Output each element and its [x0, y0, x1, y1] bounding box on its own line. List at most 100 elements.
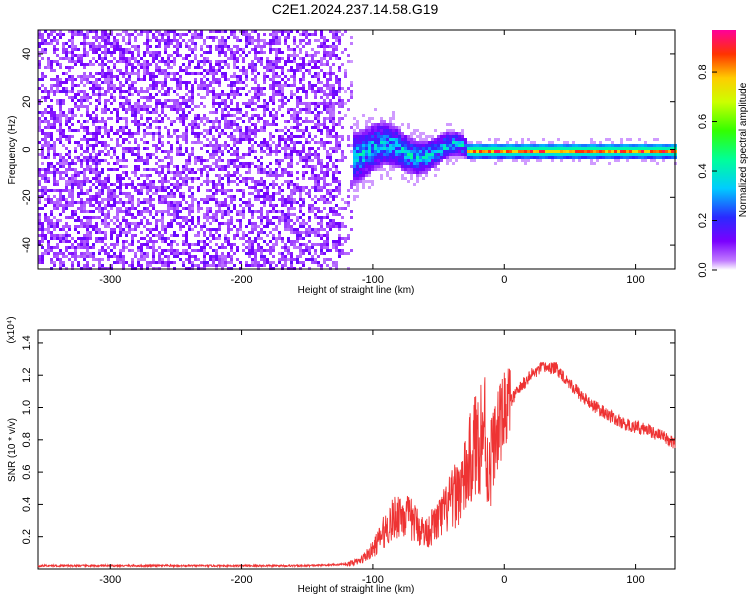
spectrogram-cell: [242, 72, 245, 75]
spectrogram-cell: [392, 159, 395, 162]
spectrogram-cell: [323, 75, 326, 78]
spectrogram-cell: [86, 63, 89, 66]
spectrogram-cell: [50, 261, 53, 264]
spectrogram-cell: [158, 165, 161, 168]
spectrogram-cell: [47, 180, 50, 183]
spectrogram-cell: [41, 237, 44, 240]
spectrogram-cell: [167, 63, 170, 66]
spectrogram-cell: [158, 72, 161, 75]
spectrogram-cell: [107, 144, 110, 147]
spectrogram-cell: [92, 111, 95, 114]
spectrogram-cell: [272, 141, 275, 144]
spectrogram-cell: [197, 207, 200, 210]
spectrogram-cell: [368, 126, 371, 129]
spectrogram-cell: [68, 111, 71, 114]
spectrogram-cell: [191, 153, 194, 156]
spectrogram-cell: [218, 255, 221, 258]
spectrogram-cell: [236, 138, 239, 141]
spectrogram-cell: [206, 36, 209, 39]
spectrogram-cell: [50, 60, 53, 63]
spectrogram-cell: [38, 213, 41, 216]
spectrogram-cell: [131, 261, 134, 264]
spectrogram-cell: [299, 39, 302, 42]
spectrogram-cell: [269, 33, 272, 36]
spectrogram-cell: [332, 54, 335, 57]
spectrogram-cell: [371, 183, 374, 186]
spectrogram-cell: [221, 204, 224, 207]
spectrogram-cell: [425, 138, 428, 141]
spectrogram-cell: [167, 225, 170, 228]
spectrogram-cell: [314, 252, 317, 255]
spectrogram-cell: [326, 81, 329, 84]
spectrogram-cell: [74, 246, 77, 249]
spectrogram-cell: [236, 246, 239, 249]
spectrogram-cell: [221, 192, 224, 195]
spectrogram-cell: [110, 60, 113, 63]
spectrogram-cell: [95, 78, 98, 81]
spectrogram-cell: [398, 132, 401, 135]
spectrogram-cell: [392, 165, 395, 168]
spectrogram-cell: [389, 135, 392, 138]
spectrogram-cell: [158, 99, 161, 102]
spectrogram-cell: [272, 183, 275, 186]
spectrogram-cell: [290, 126, 293, 129]
spectrogram-cell: [101, 33, 104, 36]
spectrogram-cell: [338, 252, 341, 255]
spectrogram-cell: [359, 144, 362, 147]
spectrogram-cell: [65, 174, 68, 177]
spectrogram-cell: [272, 261, 275, 264]
spectrogram-cell: [194, 225, 197, 228]
spectrogram-cell: [185, 180, 188, 183]
spectrogram-cell: [293, 81, 296, 84]
spectrogram-cell: [413, 141, 416, 144]
spectrogram-cell: [116, 48, 119, 51]
spectrogram-cell: [68, 183, 71, 186]
spectrogram-cell: [398, 138, 401, 141]
spectrogram-cell: [332, 246, 335, 249]
spectrogram-cell: [95, 36, 98, 39]
spectrogram-cell: [401, 153, 404, 156]
spectrogram-cell: [83, 126, 86, 129]
spectrogram-cell: [77, 129, 80, 132]
spectrogram-cell: [221, 36, 224, 39]
spectrogram-cell: [170, 72, 173, 75]
spectrogram-cell: [164, 60, 167, 63]
spectrogram-cell: [47, 36, 50, 39]
spectrogram-cell: [86, 222, 89, 225]
spectrogram-cell: [200, 84, 203, 87]
spectrogram-cell: [62, 240, 65, 243]
spectrogram-cell: [209, 198, 212, 201]
spectrogram-cell: [332, 30, 335, 33]
spectrogram-cell: [53, 150, 56, 153]
spectrogram-cell: [86, 168, 89, 171]
spectrogram-cell: [41, 90, 44, 93]
spectrogram-cell: [275, 84, 278, 87]
spectrogram-cell: [398, 144, 401, 147]
spectrogram-cell: [308, 72, 311, 75]
spectrogram-cell: [260, 228, 263, 231]
spectrogram-cell: [182, 180, 185, 183]
spectrogram-cell: [74, 228, 77, 231]
spectrogram-cell: [86, 228, 89, 231]
spectrogram-cell: [359, 180, 362, 183]
spectrogram-cell: [53, 114, 56, 117]
spectrogram-cell: [80, 81, 83, 84]
spectrogram-cell: [392, 114, 395, 117]
spectrogram-cell: [128, 57, 131, 60]
spectrogram-cell: [248, 39, 251, 42]
spectrogram-cell: [65, 171, 68, 174]
spectrogram-cell: [272, 174, 275, 177]
spectrogram-cell: [302, 60, 305, 63]
spectrogram-cell: [317, 189, 320, 192]
spectrogram-cell: [113, 162, 116, 165]
spectrogram-cell: [86, 129, 89, 132]
spectrogram-cell: [98, 150, 101, 153]
spectrogram-cell: [143, 162, 146, 165]
spectrogram-cell: [38, 225, 41, 228]
spectrogram-cell: [95, 117, 98, 120]
spectrogram-cell: [173, 30, 176, 33]
spectrogram-cell: [155, 186, 158, 189]
spectrogram-cell: [338, 186, 341, 189]
spectrogram-cell: [50, 42, 53, 45]
spectrogram-cell: [59, 201, 62, 204]
